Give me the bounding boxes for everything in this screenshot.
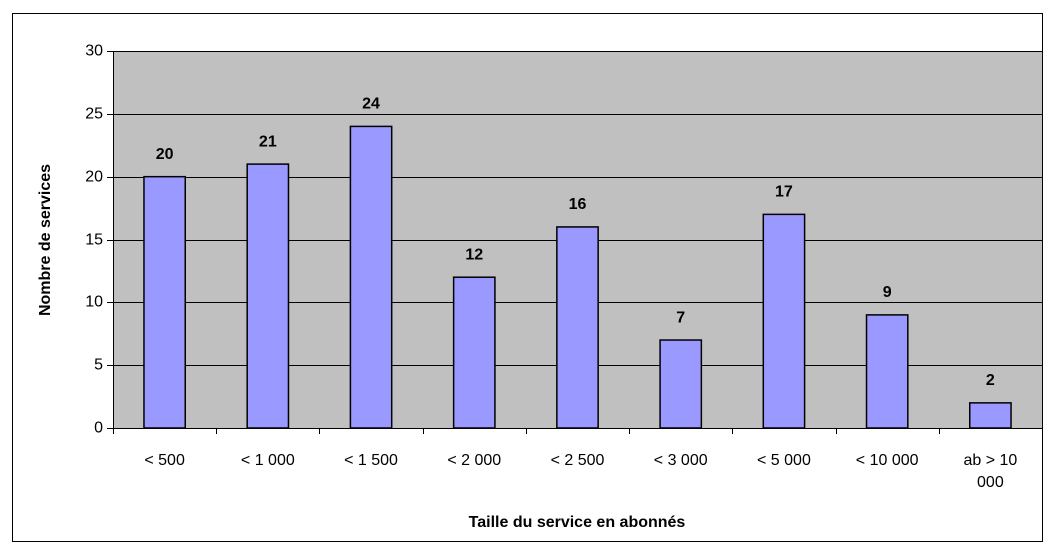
data-label: 20 (156, 146, 174, 163)
data-label: 17 (775, 184, 793, 201)
x-tick-label: < 2 000 (447, 452, 502, 469)
y-tick-label: 25 (85, 106, 103, 123)
data-label: 7 (676, 309, 685, 326)
x-tick-label: < 1 500 (344, 452, 398, 469)
x-tick-label: < 3 000 (653, 452, 708, 469)
y-tick-label: 20 (85, 169, 103, 186)
bar (865, 314, 909, 429)
bar (659, 339, 703, 429)
y-tick-label: 5 (94, 357, 103, 374)
bar (143, 175, 187, 429)
data-label: 24 (362, 96, 380, 113)
bar (349, 125, 393, 429)
x-tick-label: < 5 000 (757, 452, 811, 469)
bar (762, 213, 806, 429)
x-tick-label: < 2 500 (550, 452, 605, 469)
y-tick-label: 15 (85, 232, 103, 249)
data-label: 12 (465, 246, 483, 263)
data-label: 16 (569, 196, 587, 213)
y-tick-label: 0 (94, 420, 103, 437)
bar (246, 163, 290, 429)
bar (452, 276, 496, 429)
x-tick-label: < 1 000 (240, 452, 295, 469)
y-tick-label: 30 (85, 43, 103, 60)
data-label: 9 (883, 284, 892, 301)
bar (556, 226, 599, 429)
x-axis-title: Taille du service en abonnés (469, 514, 686, 531)
bar (968, 402, 1012, 429)
data-label: 2 (986, 372, 995, 389)
x-tick-label: < 500 (144, 452, 185, 469)
data-label: 21 (259, 133, 277, 150)
y-tick-label: 10 (85, 294, 103, 311)
x-tick-label: ab > 10 000 (963, 452, 1018, 491)
y-axis-title: Nombre de services (37, 164, 54, 316)
x-tick-label: < 10 000 (855, 452, 919, 469)
